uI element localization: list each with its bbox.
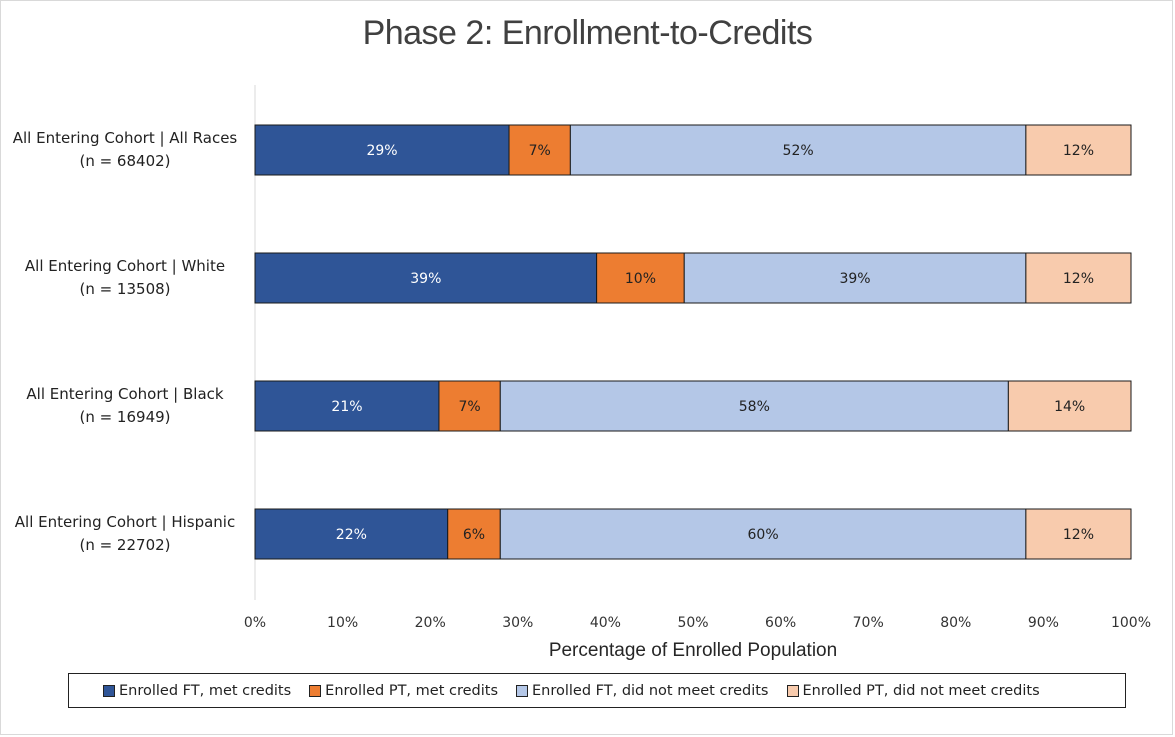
data-label: 6% (463, 527, 485, 543)
bar-segment (499, 380, 1009, 432)
bar-segment (254, 380, 440, 432)
data-label: 58% (739, 399, 770, 415)
legend-label: Enrolled FT, did not meet credits (532, 682, 769, 699)
bar-segment (1007, 380, 1132, 432)
data-label: 7% (529, 143, 551, 159)
x-tick-label: 30% (502, 615, 533, 631)
legend-label: Enrolled FT, met credits (119, 682, 292, 699)
bar-segment (499, 508, 1027, 560)
category-labels: All Entering Cohort | All Races (n = 6840… (13, 129, 238, 554)
legend-swatch (103, 684, 115, 697)
plot-area: 29% 7% 52% 12% 39% 10% 39% 12% 21% 7% 58% 14% 22% 6% 6… (13, 85, 1151, 631)
legend-swatch (309, 684, 322, 697)
data-label: 21% (331, 399, 362, 415)
x-axis-title: Percentage of Enrolled Population (548, 640, 838, 661)
chart-title: Phase 2: Enrollment-to-Credits (362, 14, 813, 52)
legend-label: Enrolled PT, met credits (325, 682, 498, 699)
x-tick-label: 100% (1111, 615, 1151, 631)
legend-label: Enrolled PT, did not meet credits (802, 682, 1040, 699)
category-label: All Entering Cohort | Black (26, 385, 223, 403)
x-tick-label: 0% (244, 615, 266, 631)
data-label: 14% (1054, 399, 1085, 415)
data-label: 60% (748, 527, 779, 543)
data-label: 22% (336, 527, 367, 543)
x-tick-label: 50% (677, 615, 708, 631)
data-label: 12% (1063, 527, 1094, 543)
category-n-label: (n = 13508) (79, 280, 170, 298)
category-label: All Entering Cohort | White (25, 257, 225, 275)
bar-segment (254, 508, 449, 560)
x-tick-labels: 0% 10% 20% 30% 40% 50% 60% 70% 80% 90% 100% (244, 615, 1151, 631)
bar-segment (254, 124, 510, 176)
x-tick-label: 80% (940, 615, 971, 631)
x-tick-label: 60% (765, 615, 796, 631)
legend-item: Enrolled FT, met credits (103, 683, 291, 699)
data-label: 12% (1063, 143, 1094, 159)
bar-segment (1025, 252, 1132, 304)
data-label: 12% (1063, 271, 1094, 287)
bar-segment (447, 508, 501, 560)
x-tick-label: 10% (327, 615, 358, 631)
category-label: All Entering Cohort | Hispanic (15, 513, 235, 531)
x-tick-label: 90% (1028, 615, 1059, 631)
data-label: 29% (366, 143, 397, 159)
bar-segment (438, 380, 501, 432)
x-tick-label: 20% (415, 615, 446, 631)
data-label: 52% (783, 143, 814, 159)
category-n-label: (n = 68402) (79, 152, 170, 170)
data-label: 7% (459, 399, 481, 415)
legend-item: Enrolled PT, did not meet credits (786, 682, 1040, 699)
legend-item: Enrolled PT, met credits (309, 683, 498, 699)
bar-segment (254, 252, 598, 304)
bar-segment (1025, 508, 1132, 560)
data-label: 10% (625, 271, 656, 287)
category-n-label: (n = 22702) (79, 536, 170, 554)
legend: Enrolled FT, met credits Enrolled PT, met… (68, 673, 1126, 708)
data-label: 39% (410, 271, 441, 287)
x-tick-label: 40% (590, 615, 621, 631)
legend-swatch (786, 684, 799, 697)
bar-segment (683, 252, 1027, 304)
legend-swatch (516, 684, 528, 697)
bar-segment (1025, 124, 1132, 176)
data-label: 39% (839, 271, 870, 287)
legend-item: Enrolled FT, did not meet credits (516, 683, 769, 699)
x-tick-label: 70% (853, 615, 884, 631)
bars-group: 29% 7% 52% 12% 39% 10% 39% 12% 21% 7% 58% 14% 22% 6% 6… (254, 124, 1132, 560)
category-n-label: (n = 16949) (79, 408, 170, 426)
bar-segment (508, 124, 571, 176)
category-label: All Entering Cohort | All Races (13, 129, 238, 147)
